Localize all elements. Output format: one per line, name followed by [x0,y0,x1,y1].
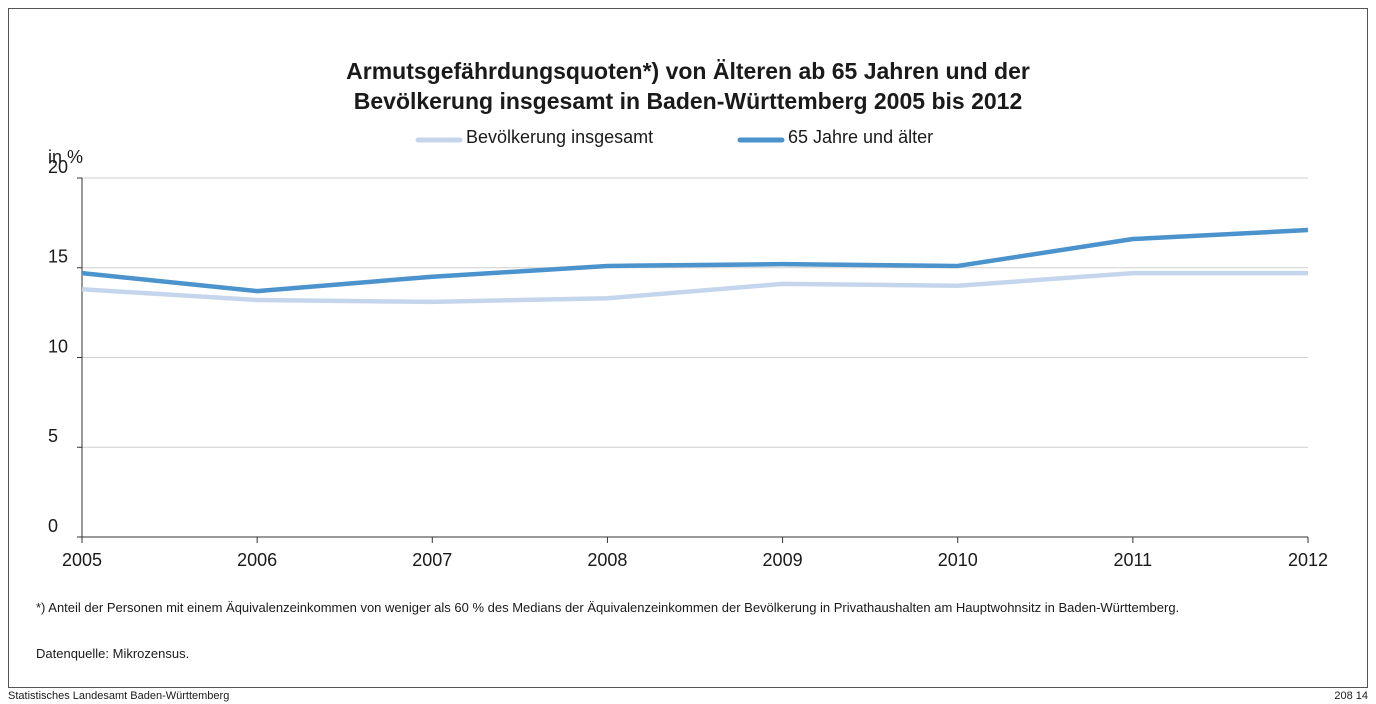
chart-title: Armutsgefährdungsquoten*) von Älteren ab… [346,58,1030,84]
series-line [81,227,1309,294]
y-axis-label: in % [48,147,83,167]
x-tick-label: 2011 [1113,550,1152,570]
source-note: Datenquelle: Mikrozensus. [36,646,190,661]
y-tick-label: 10 [48,336,68,356]
x-tick-label: 2007 [412,550,452,570]
frame [8,8,1368,688]
x-tick-label: 2008 [587,550,627,570]
x-tick-label: 2009 [763,550,803,570]
legend-label: 65 Jahre und älter [788,127,933,147]
y-tick-label: 5 [48,426,58,446]
footnote: *) Anteil der Personen mit einem Äquival… [36,600,1180,615]
y-tick-label: 20 [48,157,68,177]
x-tick-label: 2006 [237,550,277,570]
legend-label: Bevölkerung insgesamt [466,127,653,147]
chart-title: Bevölkerung insgesamt in Baden-Württembe… [354,88,1022,114]
x-tick-label: 2005 [62,550,102,570]
y-tick-label: 0 [48,516,58,536]
y-tick-label: 15 [48,247,68,267]
x-tick-label: 2010 [938,550,978,570]
chart-code: 208 14 [1334,690,1368,702]
x-tick-label: 2012 [1288,550,1328,570]
series-line [81,270,1308,305]
publisher: Statistisches Landesamt Baden-Württember… [8,690,230,702]
